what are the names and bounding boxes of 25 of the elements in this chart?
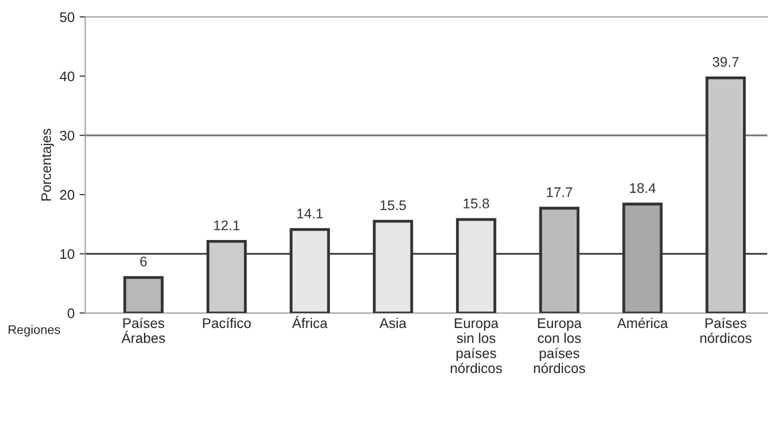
- x-tick-label: Asia: [380, 318, 406, 328]
- y-tick-label: 30: [60, 130, 74, 141]
- x-tick-label: Países nórdicos: [700, 318, 752, 344]
- data-label: 17.7: [546, 187, 572, 197]
- y-tick-label: 40: [60, 71, 74, 82]
- x-tick-label: América: [617, 318, 668, 328]
- y-tick-label: 50: [60, 12, 74, 22]
- data-label: 15.5: [380, 200, 406, 210]
- data-label: 15.8: [464, 198, 490, 208]
- data-label: 12.1: [214, 220, 240, 230]
- data-label: 39.7: [712, 57, 738, 67]
- data-label: 18.4: [630, 183, 656, 193]
- x-tick-label: Países Árabes: [121, 318, 165, 344]
- x-tick-label: Europa con los países nórdicos: [534, 318, 586, 374]
- x-tick-label: Pacífico: [203, 318, 251, 328]
- y-tick-label: 20: [60, 190, 74, 200]
- data-label: 6: [140, 256, 147, 266]
- x-tick-label: África: [292, 316, 328, 328]
- y-axis-title: Porcentajes: [40, 128, 54, 200]
- y-tick-label: 10: [60, 249, 74, 259]
- bar: [123, 276, 164, 314]
- data-label: 14.1: [297, 208, 323, 218]
- x-axis-title: Regiones: [8, 324, 60, 337]
- x-tick-label: Europa sin los países nórdicos: [450, 318, 502, 374]
- y-tick-label: 0: [68, 308, 74, 318]
